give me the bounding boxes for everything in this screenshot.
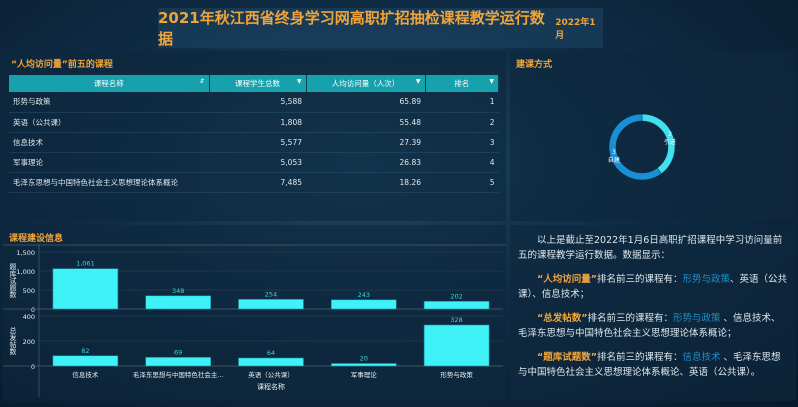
summary-text: 以上是截止至2022年1月6日高职扩招课程中学习访问量前五的课程教学运行数据。数… (518, 233, 790, 389)
y-tick-label: 400 (23, 313, 35, 321)
x-axis-label: 课程名称 (257, 382, 285, 391)
x-tick-label: 信息技术 (72, 370, 99, 379)
x-tick-label: 军事理论 (351, 370, 378, 379)
table-cell: 4 (425, 152, 499, 173)
panel-title: 课程建设信息 (9, 234, 64, 244)
bar (52, 268, 119, 310)
top-courses-panel: “人均访问量”前五的课程 课程名称 ⇵ 课程学生总数 ▼ 人均访问量（人次） ▼ 排名… (3, 51, 506, 221)
summary-panel: 以上是截止至2022年1月6日高职扩招课程中学习访问量前五的课程教学运行数据。数… (510, 225, 796, 401)
table-cell: 5,588 (209, 92, 306, 113)
header: 2021年秋江西省终身学习网高职扩招抽检课程教学运行数据 2022年1月 (158, 8, 603, 48)
column-header-students[interactable]: 课程学生总数 ▼ (209, 75, 307, 92)
bar-value-label: 202 (450, 292, 462, 300)
y-axis-label: 总发帖数 (9, 326, 17, 356)
bar (238, 357, 304, 367)
course-mode-panel: 建课方式 2 引进 3 自建 (510, 51, 796, 221)
course-build-panel: 课程建设信息 1,500 1,000 500 0 题库试题数 1,061 348 254 243… (3, 225, 506, 401)
x-tick-label: 形势与政策 (440, 370, 473, 379)
bar (423, 301, 490, 310)
slice-value: 2 (668, 131, 672, 138)
table-row[interactable]: 英语（公共课） 1,808 55.48 2 (9, 112, 499, 133)
course-link[interactable]: 形势与政策 (682, 274, 731, 285)
bar-value-label: 328 (450, 316, 462, 324)
bar (331, 363, 397, 367)
table-cell: 18.26 (306, 172, 425, 193)
column-header-course[interactable]: 课程名称 ⇵ (9, 75, 210, 92)
slice-label: 自建 (608, 156, 620, 164)
table-row[interactable]: 形势与政策 5,588 65.89 1 (9, 92, 499, 113)
table-cell: 1 (425, 92, 499, 113)
table-row[interactable]: 信息技术 5,577 27.39 3 (9, 132, 499, 153)
y-tick-label: 1,000 (16, 268, 35, 276)
column-header-rank[interactable]: 排名 ▼ (425, 75, 499, 92)
summary-posts: “总发帖数”排名前三的课程有：形势与政策 、信息技术、毛泽东思想与中国特色社会主… (518, 313, 781, 339)
table-cell: 5,577 (209, 132, 306, 153)
summary-questions: “题库试题数”排名前三的课程有：信息技术 、毛泽东思想与中国特色社会主义思想理论… (518, 352, 781, 378)
table-cell: 1,808 (209, 112, 306, 133)
table-cell: 2 (425, 112, 499, 133)
table-cell: 军事理论 (9, 152, 209, 173)
table-cell: 信息技术 (9, 132, 209, 153)
y-tick-label: 0 (31, 306, 35, 314)
table-cell: 形势与政策 (9, 92, 209, 113)
bar-value-label: 254 (265, 290, 277, 298)
filter-icon[interactable]: ▼ (296, 78, 302, 85)
bar-value-label: 348 (172, 287, 184, 295)
bar-value-label: 64 (267, 349, 275, 357)
bar-value-label: 1,061 (76, 260, 95, 268)
table-cell: 英语（公共课） (9, 112, 209, 133)
filter-icon[interactable]: ▼ (415, 78, 421, 85)
y-tick-label: 500 (23, 287, 35, 295)
report-date: 2022年1月 (555, 18, 596, 41)
bar-value-label: 82 (81, 347, 89, 355)
course-build-chart: 1,500 1,000 500 0 题库试题数 1,061 348 254 243 202 400 2… (3, 244, 506, 397)
panel-title: 建课方式 (516, 60, 553, 70)
summary-intro: 以上是截止至2022年1月6日高职扩招课程中学习访问量前五的课程教学运行数据。数… (518, 235, 783, 261)
bar (145, 357, 211, 367)
bar-value-label: 243 (358, 291, 370, 299)
bar (145, 295, 211, 310)
filter-icon[interactable]: ▼ (489, 78, 494, 85)
y-tick-label: 0 (31, 363, 35, 371)
bar (331, 299, 397, 310)
table-row[interactable]: 军事理论 5,053 26.83 4 (9, 152, 499, 173)
donut-slice-自建 (608, 113, 662, 181)
course-link[interactable]: 信息技术 (682, 352, 721, 363)
y-tick-label: 200 (23, 338, 35, 346)
table-cell: 毛泽东思想与中国特色社会主义思想理论体系概论 (9, 172, 209, 193)
bar-value-label: 69 (174, 348, 182, 356)
slice-value: 3 (612, 149, 616, 156)
column-header-visits[interactable]: 人均访问量（人次） ▼ (306, 75, 426, 92)
table-cell: 65.89 (306, 92, 425, 113)
table-cell: 7,485 (209, 172, 306, 193)
y-tick-label: 1,500 (16, 249, 35, 257)
course-link[interactable]: 形势与政策 (673, 313, 721, 324)
bar (52, 355, 119, 367)
bar (423, 324, 490, 367)
x-tick-label: 英语（公共课） (248, 370, 294, 379)
page-title: 2021年秋江西省终身学习网高职扩招抽检课程教学运行数据 (158, 9, 545, 48)
course-mode-donut: 2引进 3自建 (608, 113, 676, 181)
panel-title: “人均访问量”前五的课程 (11, 60, 113, 70)
x-tick-label: 毛泽东思想与中国特色社会主... (133, 370, 224, 379)
y-axis-label: 题库试题数 (9, 263, 17, 299)
summary-visits: “人均访问量”排名前三的课程有：形势与政策、英语（公共课）、信息技术； (518, 274, 788, 300)
sort-icon[interactable]: ⇵ (199, 78, 205, 85)
table-cell: 3 (425, 132, 499, 153)
top-courses-table: 课程名称 ⇵ 课程学生总数 ▼ 人均访问量（人次） ▼ 排名 ▼ 形势与政策 5,588 6… (9, 75, 499, 193)
table-cell: 55.48 (306, 112, 425, 133)
bar (238, 299, 304, 310)
table-row[interactable]: 毛泽东思想与中国特色社会主义思想理论体系概论 7,485 18.26 5 (9, 172, 499, 193)
table-cell: 26.83 (306, 152, 425, 173)
table-cell: 5 (425, 172, 499, 193)
table-cell: 5,053 (209, 152, 306, 173)
bar-value-label: 20 (360, 355, 368, 363)
table-cell: 27.39 (306, 132, 425, 153)
slice-label: 引进 (664, 138, 676, 146)
